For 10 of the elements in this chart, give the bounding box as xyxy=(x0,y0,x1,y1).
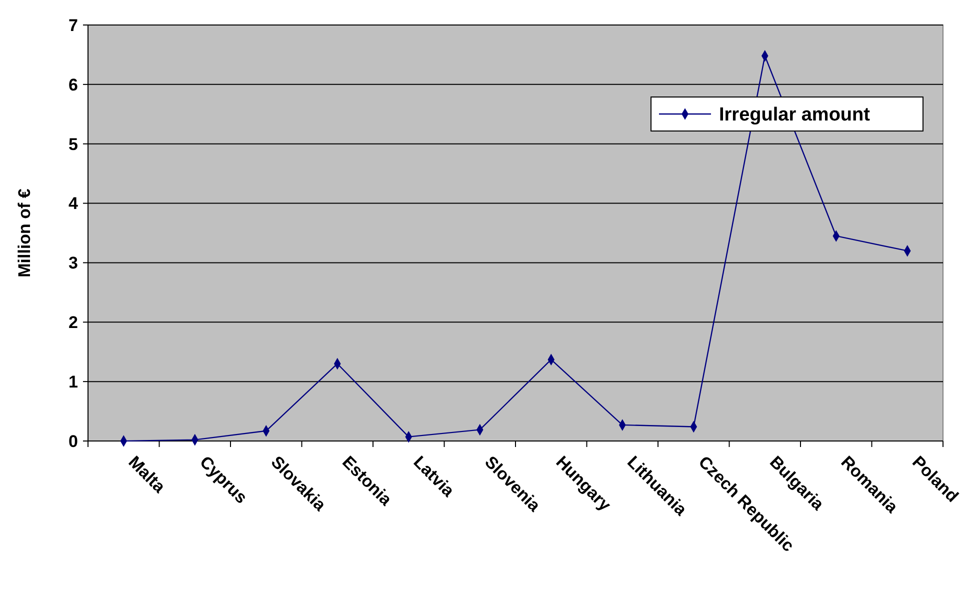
y-tick-label: 1 xyxy=(68,372,78,392)
y-tick-label: 2 xyxy=(68,313,78,332)
y-tick-label: 3 xyxy=(68,254,78,273)
y-tick-label: 7 xyxy=(68,16,78,35)
y-axis-title: Million of € xyxy=(15,188,34,278)
y-tick-label: 0 xyxy=(68,432,78,451)
legend-label: Irregular amount xyxy=(719,104,871,126)
y-tick-label: 4 xyxy=(68,194,79,214)
y-tick-label: 6 xyxy=(68,75,78,94)
y-tick-label: 5 xyxy=(68,134,78,154)
